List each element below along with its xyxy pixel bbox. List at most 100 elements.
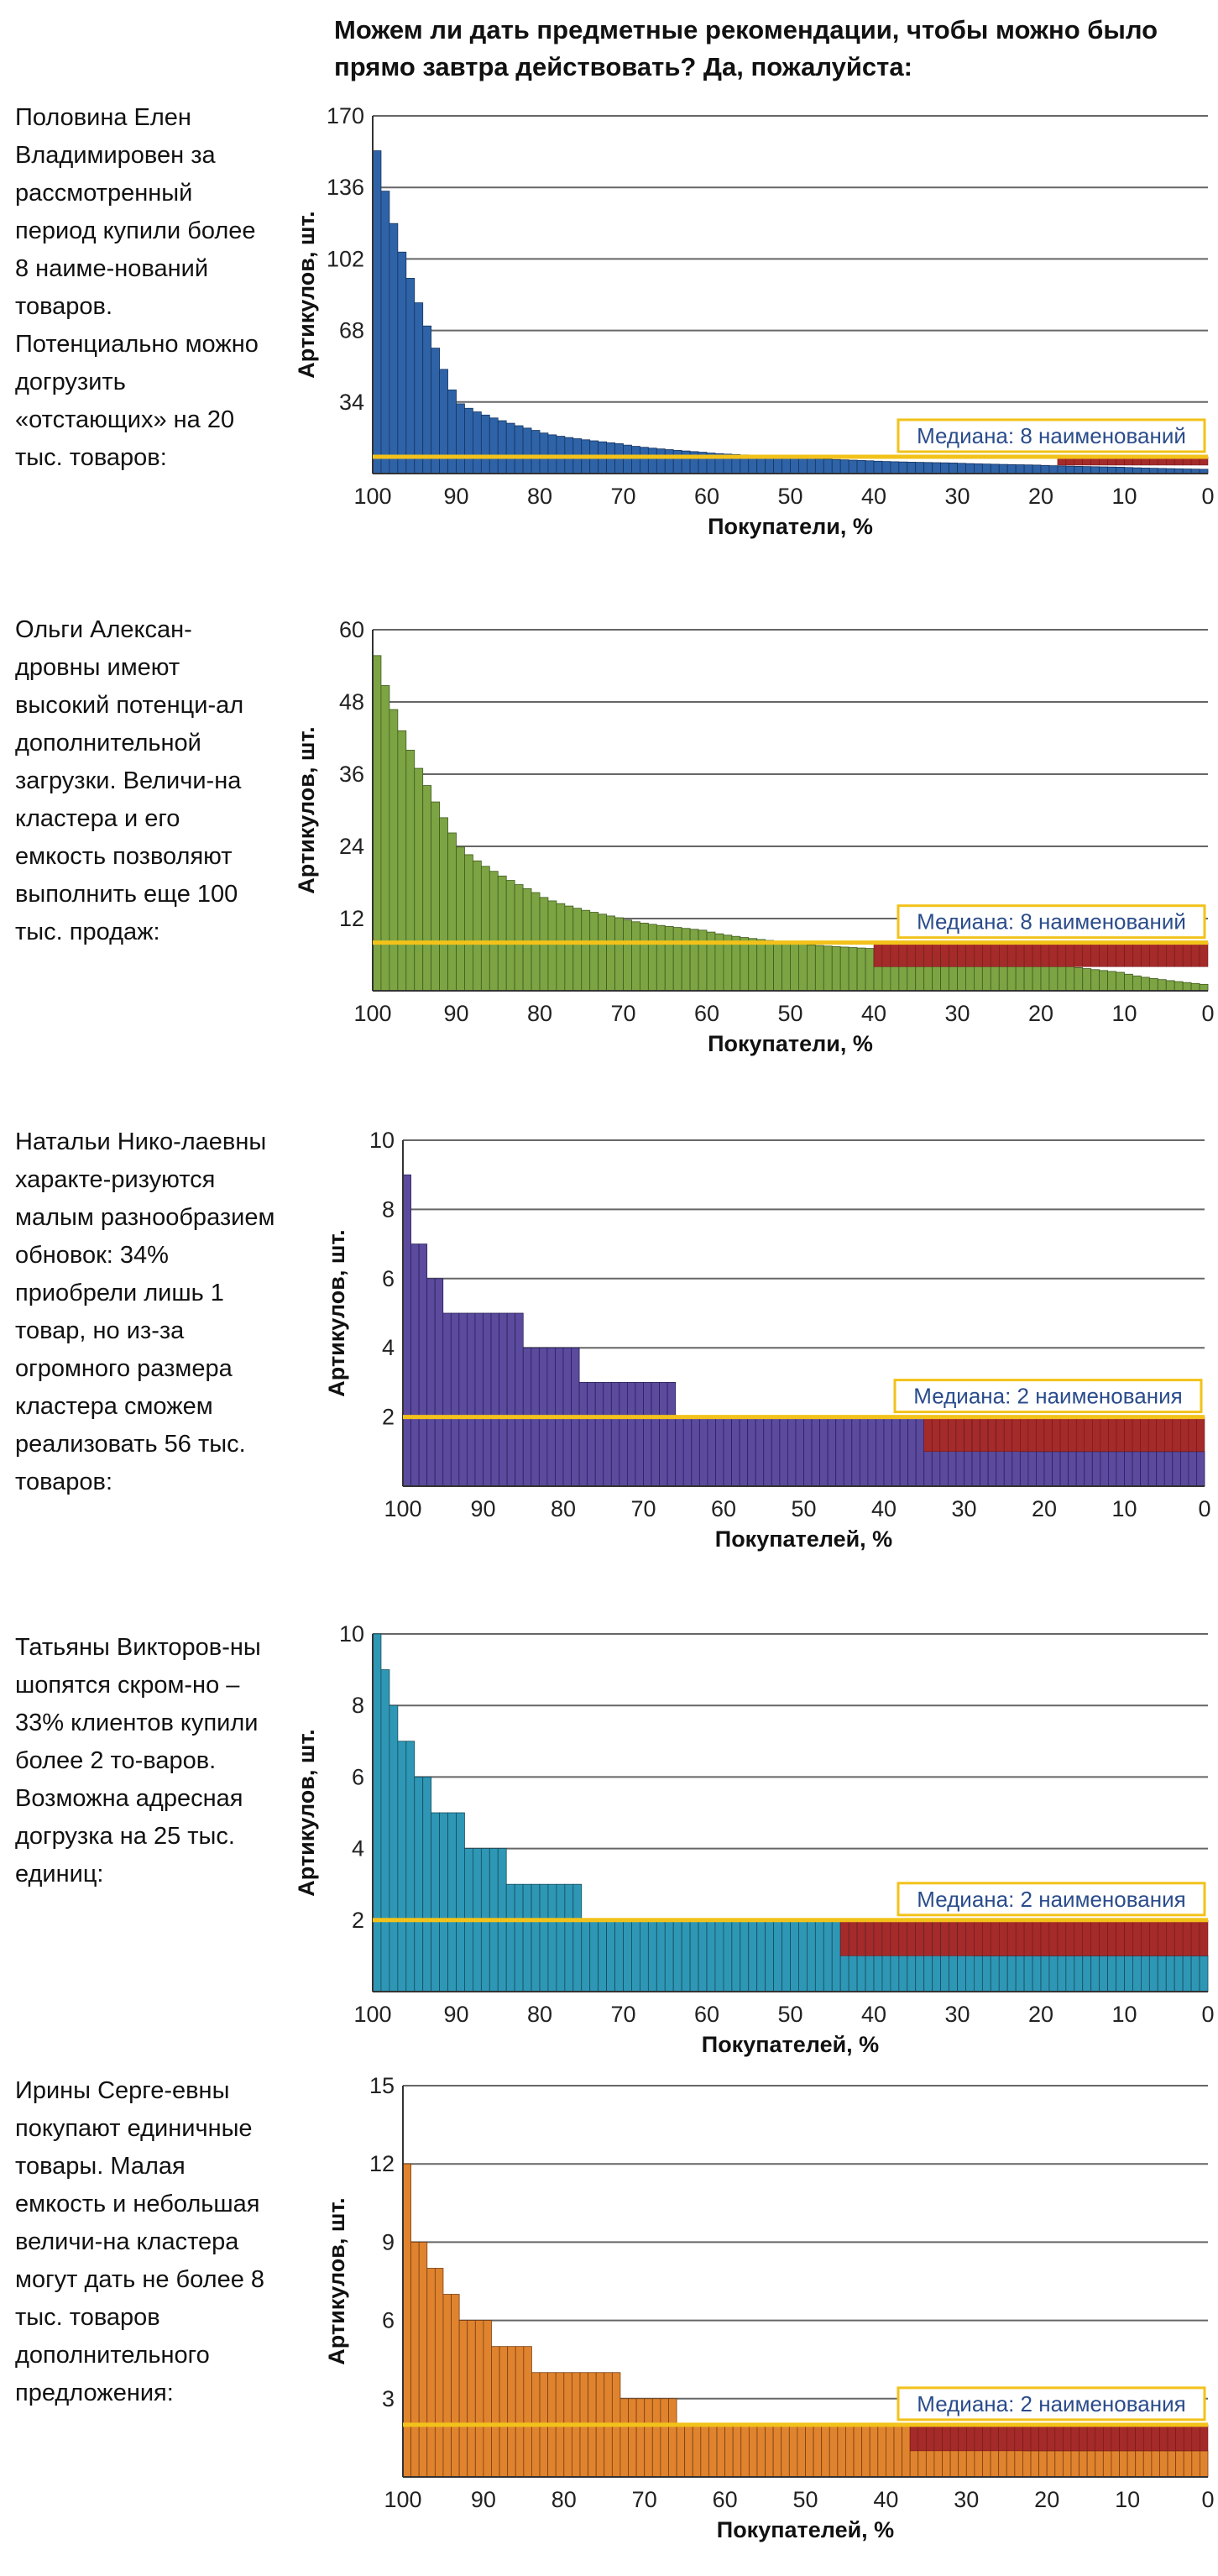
gap-bar bbox=[1006, 2424, 1016, 2452]
bar bbox=[1090, 1955, 1100, 1992]
gap-bar bbox=[909, 2424, 919, 2452]
bar bbox=[1048, 1955, 1059, 1992]
bar bbox=[915, 462, 925, 474]
bar bbox=[1023, 1955, 1033, 1992]
bar bbox=[466, 1312, 476, 1487]
bar bbox=[515, 1312, 524, 1487]
gap-bar bbox=[1132, 1919, 1142, 1956]
y-tick-label: 48 bbox=[339, 689, 364, 715]
bar bbox=[1132, 467, 1142, 474]
x-tick-label: 100 bbox=[353, 484, 391, 509]
y-tick-label: 12 bbox=[339, 906, 364, 931]
gap-bar bbox=[898, 1919, 908, 1956]
bar bbox=[456, 846, 465, 992]
bar bbox=[635, 2398, 646, 2478]
gap-bar bbox=[982, 1919, 991, 1956]
bar bbox=[748, 1919, 758, 1992]
gap-bar bbox=[949, 942, 958, 967]
gap-bar bbox=[1068, 1416, 1077, 1453]
bar bbox=[1075, 1451, 1085, 1487]
bar bbox=[531, 430, 541, 474]
bar bbox=[787, 1416, 797, 1487]
gap-bar bbox=[939, 1416, 949, 1453]
gap-bar bbox=[966, 2424, 975, 2452]
bar bbox=[497, 420, 507, 474]
y-tick-label: 68 bbox=[339, 318, 364, 343]
gap-bar bbox=[1103, 2424, 1112, 2452]
bar bbox=[572, 908, 583, 992]
y-tick-label: 170 bbox=[327, 103, 364, 128]
bar bbox=[656, 448, 666, 474]
gap-bar bbox=[881, 1919, 891, 1956]
x-tick-label: 70 bbox=[632, 2487, 657, 2512]
bar bbox=[1059, 1451, 1069, 1487]
bar bbox=[647, 1919, 657, 1992]
bar bbox=[731, 1416, 740, 1487]
bar bbox=[578, 1381, 588, 1487]
bar bbox=[1030, 2450, 1040, 2478]
bar bbox=[626, 1381, 636, 1487]
bar bbox=[523, 2346, 532, 2478]
bar bbox=[410, 2241, 420, 2478]
bar bbox=[499, 2346, 509, 2478]
gap-bar bbox=[1107, 1919, 1116, 1956]
bar bbox=[823, 1919, 833, 1992]
bar bbox=[506, 1312, 516, 1487]
x-tick-label: 100 bbox=[353, 2002, 391, 2027]
bar bbox=[790, 1919, 799, 1992]
bar bbox=[522, 427, 532, 474]
bar bbox=[1057, 465, 1067, 474]
bar bbox=[957, 463, 966, 474]
bar bbox=[788, 2424, 798, 2478]
bar bbox=[981, 1955, 991, 1992]
bar bbox=[848, 459, 858, 474]
bar bbox=[483, 1312, 492, 1487]
x-tick-label: 80 bbox=[527, 484, 552, 509]
y-tick-label: 10 bbox=[339, 1621, 364, 1647]
bar bbox=[698, 1919, 708, 1992]
bar bbox=[594, 1381, 604, 1487]
gap-bar bbox=[974, 942, 983, 967]
gap-bar bbox=[1038, 2424, 1048, 2452]
gap-bar bbox=[1172, 1416, 1181, 1453]
bar bbox=[689, 929, 699, 992]
x-tick-label: 0 bbox=[1201, 1001, 1214, 1026]
bar bbox=[981, 463, 991, 474]
gap-bar bbox=[1151, 2424, 1160, 2452]
gap-bar bbox=[923, 1416, 933, 1453]
bar bbox=[773, 940, 782, 992]
gap-bar bbox=[1032, 1919, 1042, 1956]
gap-bar bbox=[1124, 942, 1133, 967]
bar bbox=[422, 785, 432, 992]
chart-1-median-box: Медиана: 8 наименований bbox=[897, 418, 1206, 453]
y-tick-label: 12 bbox=[369, 2151, 395, 2176]
bar bbox=[631, 921, 640, 992]
gap-bar bbox=[942, 2424, 951, 2452]
chart-1-y-ticks: 34 68 102 136 170 bbox=[327, 103, 364, 415]
x-tick-label: 10 bbox=[1111, 2002, 1137, 2027]
bar bbox=[623, 919, 632, 992]
gap-bar bbox=[996, 1416, 1005, 1453]
gap-bar bbox=[1040, 1919, 1050, 1956]
bar bbox=[1116, 971, 1125, 992]
bar bbox=[915, 1416, 925, 1487]
gap-bar bbox=[1048, 1919, 1059, 1956]
bar bbox=[434, 1278, 444, 1487]
gap-bar bbox=[1074, 1919, 1083, 1956]
chart-2-bars bbox=[372, 655, 1209, 992]
bar bbox=[1082, 968, 1092, 992]
chart-4-x-label: Покупателей, % bbox=[702, 2032, 879, 2057]
bar bbox=[790, 457, 799, 474]
x-tick-label: 90 bbox=[471, 2487, 496, 2512]
gap-bar bbox=[1149, 942, 1158, 967]
bar bbox=[1046, 2450, 1056, 2478]
gap-bar bbox=[1090, 942, 1100, 967]
bar bbox=[547, 900, 557, 992]
chart-5-median-label: Медиана: 2 наименования bbox=[917, 2391, 1185, 2416]
gap-bar bbox=[1156, 1416, 1165, 1453]
gap-bar bbox=[1188, 1416, 1197, 1453]
x-tick-label: 100 bbox=[353, 1001, 391, 1026]
bar bbox=[681, 450, 691, 474]
bar bbox=[1167, 2450, 1177, 2478]
bar bbox=[547, 434, 557, 474]
